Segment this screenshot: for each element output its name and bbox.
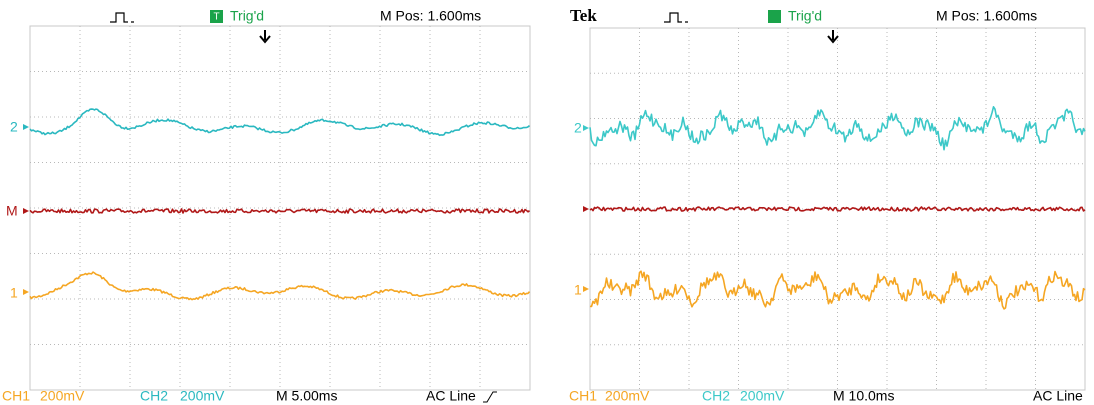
trigger-source: AC Line [1033,388,1083,404]
trig-badge-letter: T [213,12,219,23]
position: M Pos: 1.600ms [380,8,481,24]
brand: Tek [570,6,597,25]
trigger-arrow [828,30,838,42]
position: M Pos: 1.600ms [936,8,1037,24]
ch2-marker: 2 [574,120,582,136]
level-arrow [583,206,589,212]
math-marker: M [6,203,18,219]
ch2-label: CH2 [702,388,730,404]
level-arrow [583,125,589,131]
trigger-icon [110,13,134,22]
ch1-label: CH1 [569,388,597,404]
ch1-trace [30,272,530,300]
trig-status: Trig'd [230,8,264,24]
math-trace [590,207,1085,211]
level-arrow [23,124,29,130]
screen-right: Tek Trig'd M Pos: 1.600ms 2 1 CH1 200mV … [569,6,1085,404]
trig-status: Trig'd [788,8,822,24]
ch2-scale: 200mV [180,388,225,404]
level-arrow [23,289,29,295]
level-arrow [583,286,589,292]
ch1-marker: 1 [10,285,18,301]
screen-left: T Trig'd M Pos: 1.600ms 2 M 1 CH1 200mV … [2,8,530,404]
ch1-label: CH1 [2,388,30,404]
slope-icon [483,392,497,402]
ch2-marker: 2 [10,119,18,135]
ch1-marker: 1 [574,282,582,298]
trigger-source: AC Line [426,388,476,404]
ch1-scale: 200mV [605,388,650,404]
oscilloscope-screens: T Trig'd M Pos: 1.600ms 2 M 1 CH1 200mV … [0,0,1094,405]
timebase: M 5.00ms [276,388,337,404]
trigger-arrow [260,30,270,42]
ch1-scale: 200mV [40,388,85,404]
timebase: M 10.0ms [833,388,894,404]
math-trace [30,209,530,213]
ch2-label: CH2 [140,388,168,404]
trig-badge [768,10,781,23]
trigger-icon [664,13,688,22]
level-arrow [23,208,29,214]
ch2-scale: 200mV [740,388,785,404]
